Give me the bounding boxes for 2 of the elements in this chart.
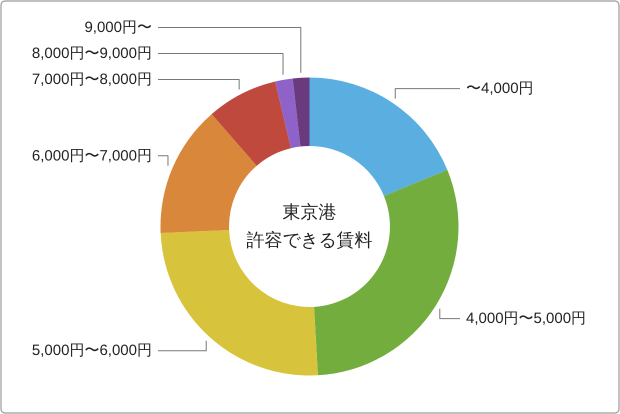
- subtitle: 許容できる賃料: [246, 230, 372, 250]
- title: 東京港: [282, 202, 336, 222]
